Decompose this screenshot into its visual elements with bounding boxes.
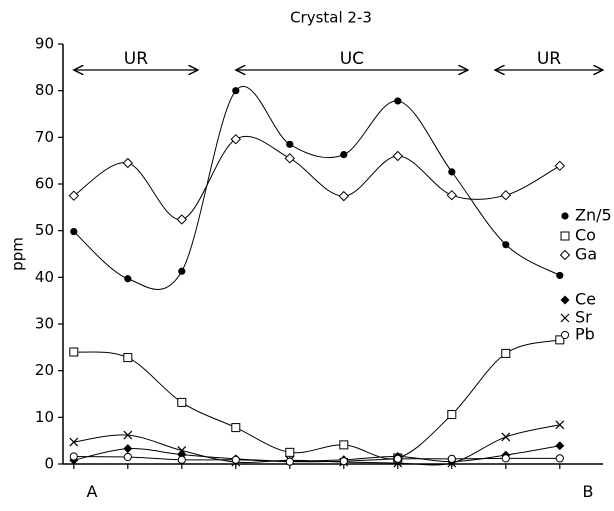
legend-marker-co — [560, 231, 570, 241]
legend-label-ga: Ga — [575, 245, 597, 264]
y-tick-label: 0 — [44, 455, 54, 473]
legend-label-co: Co — [575, 226, 596, 245]
end-label: B — [583, 482, 594, 501]
point-ce — [555, 441, 565, 451]
region-label: UR — [124, 49, 148, 69]
point-sr — [123, 430, 133, 440]
axes: 0 10 20 30 40 50 60 70 80 90 — [35, 35, 603, 473]
point-pb — [69, 452, 78, 461]
point-co — [285, 447, 295, 457]
series-line-pb — [73, 456, 560, 463]
legend-marker-pb — [560, 330, 570, 340]
point-pb — [447, 454, 456, 463]
series-lines — [73, 86, 561, 466]
y-tick-label: 70 — [35, 128, 54, 146]
point-co — [123, 353, 133, 363]
point-zn-5 — [394, 97, 402, 105]
point-ga — [68, 190, 80, 201]
point-ga — [554, 160, 566, 172]
point-zn-5 — [556, 271, 564, 280]
series-markers — [68, 87, 566, 468]
region-label: UR — [537, 49, 561, 69]
point-zn-5 — [232, 87, 240, 95]
point-co — [447, 410, 457, 420]
point-co — [177, 397, 187, 407]
legend-marker-ga — [559, 249, 571, 261]
legend-label-ce: Ce — [575, 290, 596, 309]
point-sr — [69, 437, 79, 447]
point-ga — [122, 157, 134, 169]
y-tick-label: 30 — [35, 315, 54, 333]
point-ga — [284, 153, 296, 164]
point-zn-5 — [124, 275, 132, 283]
point-ga — [176, 214, 188, 225]
point-co — [501, 348, 511, 358]
series-line-ga — [73, 135, 561, 220]
point-pb — [555, 454, 564, 463]
point-co — [231, 423, 241, 433]
point-ga — [500, 189, 512, 201]
point-sr — [177, 446, 187, 455]
start-label: A — [87, 482, 98, 501]
point-co — [555, 335, 565, 345]
point-pb — [177, 455, 186, 464]
legend-label-sr: Sr — [575, 308, 592, 327]
point-pb — [393, 454, 402, 463]
y-tick-label: 20 — [35, 361, 54, 379]
y-tick-label: 90 — [35, 35, 54, 53]
point-co — [339, 440, 349, 450]
point-zn-5 — [178, 267, 186, 275]
y-tick-label: 40 — [35, 268, 54, 286]
y-tick-label: 80 — [35, 81, 54, 99]
point-sr — [501, 432, 511, 442]
series-line-zn-5 — [73, 86, 561, 290]
region-label: UC — [340, 49, 364, 69]
legend-label-pb: Pb — [575, 325, 595, 344]
point-zn-5 — [340, 151, 348, 159]
point-zn-5 — [448, 168, 456, 176]
point-pb — [501, 454, 510, 463]
point-pb — [285, 457, 294, 466]
point-ga — [446, 189, 458, 201]
point-sr — [555, 420, 565, 430]
series-line-sr — [73, 424, 560, 466]
y-axis-title: ppm — [9, 237, 27, 271]
point-ce — [123, 444, 133, 454]
y-tick-label: 10 — [35, 408, 54, 426]
point-co — [69, 347, 79, 357]
point-ga — [392, 150, 404, 162]
point-ga — [230, 133, 242, 145]
series-line-ce — [73, 445, 560, 463]
y-tick-label: 50 — [35, 221, 54, 239]
region-annotations: UR UC UR — [74, 49, 603, 70]
point-pb — [123, 452, 132, 462]
point-zn-5 — [502, 241, 510, 249]
legend-label-zn-5: Zn/5 — [575, 206, 612, 225]
series-line-co — [73, 339, 560, 460]
point-zn-5 — [286, 140, 294, 148]
point-zn-5 — [70, 228, 78, 236]
point-ga — [338, 190, 350, 202]
point-pb — [231, 455, 240, 464]
legend-marker-zn-5 — [561, 212, 569, 220]
point-pb — [339, 457, 348, 466]
chart-title: Crystal 2-3 — [290, 9, 372, 27]
y-tick-label: 60 — [35, 175, 54, 193]
legend-marker-ce — [560, 295, 570, 305]
legend-marker-sr — [560, 313, 570, 323]
